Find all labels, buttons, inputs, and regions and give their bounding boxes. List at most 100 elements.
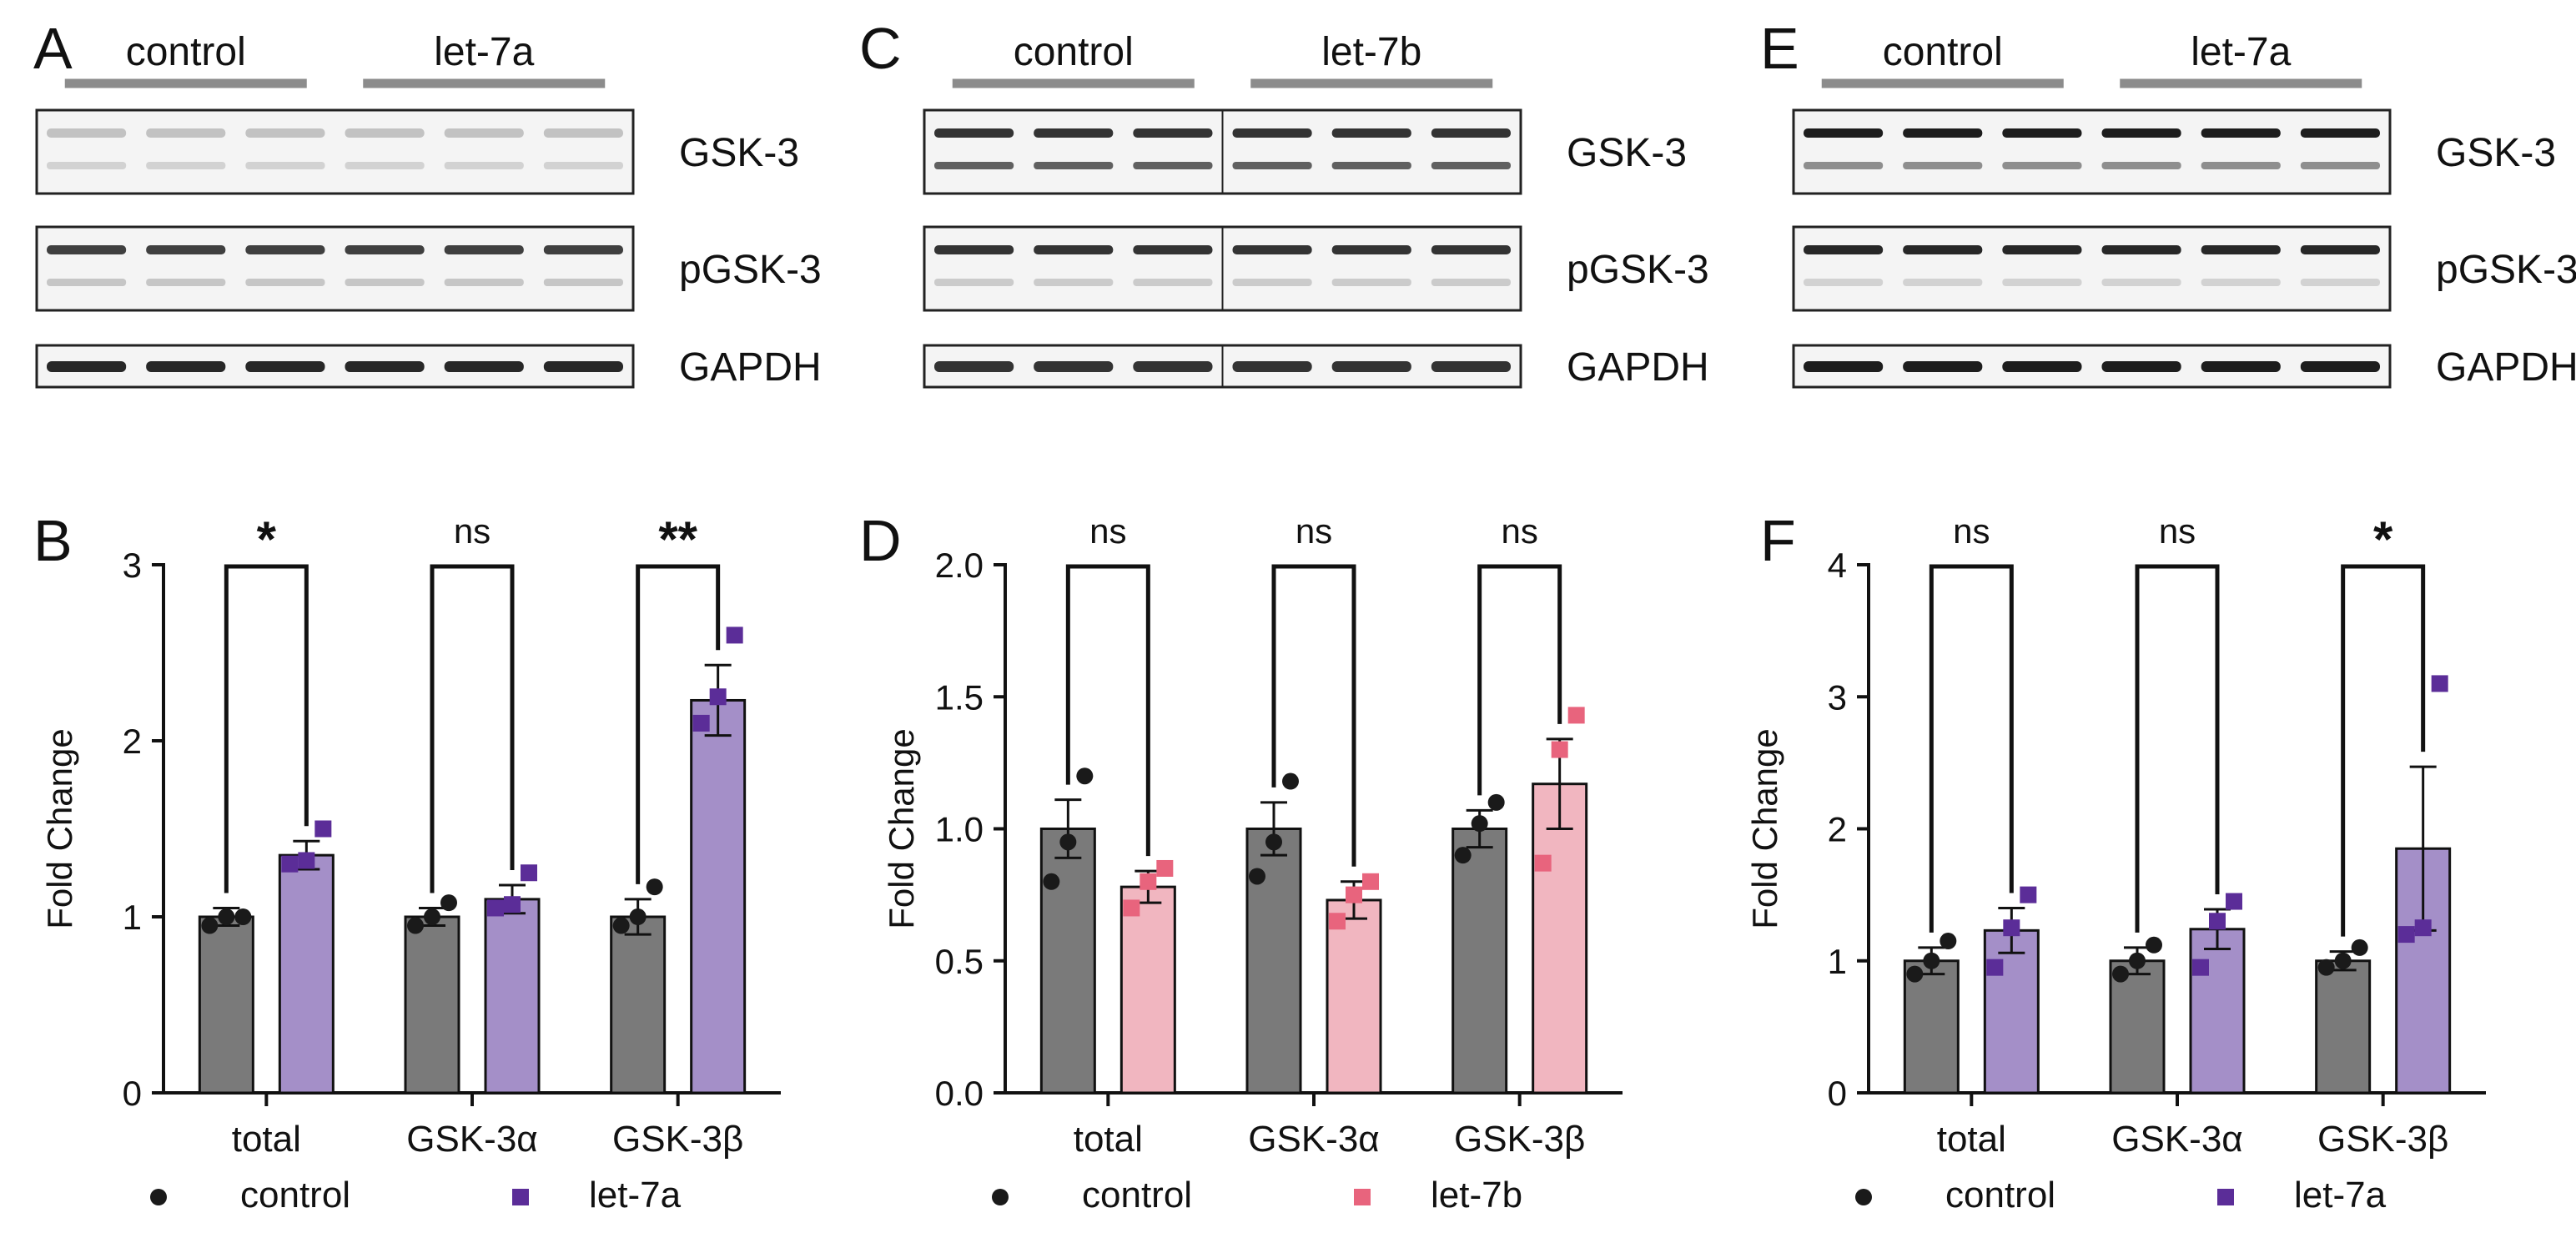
band-single [934, 361, 1014, 372]
blot-row-gsk-3: GSK-3 [35, 108, 799, 195]
y-tick-label: 1.0 [935, 810, 984, 849]
row-label-gapdh: GAPDH [2436, 345, 2576, 390]
band-single [1431, 361, 1511, 372]
data-point-control [234, 908, 252, 925]
data-point-let-7b [1567, 707, 1585, 724]
band-lower [1431, 162, 1511, 169]
data-point-control [1265, 833, 1282, 851]
data-point-control [218, 908, 235, 925]
data-point-control [1454, 847, 1472, 864]
band-upper [1431, 245, 1511, 254]
bar-let-7a-gsk-3 [484, 898, 541, 1095]
legend-label-let-7b: let-7b [1431, 1175, 1522, 1215]
data-point-let-7a [281, 855, 299, 873]
blot-frame [35, 225, 635, 312]
blot-frame [35, 344, 635, 389]
band-upper [2201, 245, 2281, 254]
group-label-control: control [1883, 30, 2003, 74]
significance-label: * [257, 511, 277, 567]
band-upper [1431, 128, 1511, 138]
legend-label-control: control [1082, 1175, 1192, 1215]
x-tick-label-gsk-3: GSK-3β [1454, 1119, 1585, 1160]
blot-frame [35, 108, 635, 195]
legend-marker-control [992, 1189, 1009, 1205]
y-axis-label: Fold Change [1745, 728, 1784, 929]
band-upper [543, 128, 623, 138]
band-upper [47, 245, 127, 254]
band-lower [543, 279, 623, 286]
band-upper [1331, 128, 1411, 138]
band-lower [934, 279, 1014, 286]
blot-row-pgsk-3: pGSK-3 [923, 225, 1709, 312]
bar-let-7a-gsk-3 [2189, 928, 2246, 1095]
significance-label: ns [1296, 511, 1332, 551]
data-point-control [1471, 815, 1488, 833]
data-point-let-7b [1346, 886, 1362, 903]
data-point-control [2112, 965, 2129, 983]
band-lower [1232, 279, 1312, 286]
data-point-let-7b [1362, 873, 1379, 890]
data-point-let-7a [298, 852, 315, 869]
row-label-gapdh: GAPDH [679, 345, 822, 390]
data-point-let-7a [2020, 886, 2037, 903]
band-upper [2101, 128, 2181, 138]
legend-label-let-7a: let-7a [2294, 1175, 2387, 1215]
band-single [543, 361, 623, 372]
bar-chart-panels: B 0 1 2 3 Fold Change total * GSK-3α ns GSK-3β ** co… [33, 508, 2486, 1215]
band-single [1903, 361, 1983, 372]
band-upper [934, 245, 1014, 254]
blot-row-gapdh: GAPDH [35, 344, 822, 390]
band-upper [345, 128, 425, 138]
band-single [2101, 361, 2181, 372]
y-tick-label: 2 [123, 722, 142, 761]
data-point-let-7b [1551, 741, 1568, 758]
bar-let-7a-total [278, 853, 335, 1095]
band-upper [1232, 128, 1312, 138]
blot-frame [1792, 225, 2392, 312]
band-upper [2002, 245, 2082, 254]
data-point-let-7a [2397, 926, 2415, 944]
x-tick-label-gsk-3: GSK-3β [2317, 1119, 2448, 1160]
data-point-control [629, 908, 647, 925]
significance-label: ** [658, 511, 697, 567]
x-tick-label-total: total [1937, 1119, 2006, 1160]
bar-control-total [198, 915, 254, 1095]
data-point-control [2317, 959, 2335, 976]
y-tick-label: 4 [1828, 546, 1847, 585]
x-tick-label-gsk-3: GSK-3α [406, 1119, 537, 1160]
x-tick-label-gsk-3: GSK-3α [1248, 1119, 1379, 1160]
significance-label: ns [2159, 511, 2196, 551]
data-point-control [407, 917, 424, 934]
panel-letter-d: D [859, 508, 902, 573]
band-lower [1804, 162, 1884, 169]
data-point-let-7b [1123, 899, 1140, 917]
band-upper [345, 245, 425, 254]
group-label-control: control [1014, 30, 1134, 74]
band-upper [1133, 128, 1213, 138]
bar-control-gsk-3 [2315, 959, 2372, 1095]
chart-panel-f: F 0 1 2 3 4 Fold Change total ns GSK-3α ns GSK-3β * c… [1745, 508, 2486, 1215]
band-lower [345, 162, 425, 169]
data-point-let-7a [692, 714, 710, 732]
panel-letter-b: B [33, 508, 73, 573]
data-point-control [646, 878, 663, 896]
significance-label: * [2373, 511, 2393, 567]
significance-bracket [2341, 564, 2426, 937]
data-point-let-7a [2226, 893, 2242, 910]
data-point-let-7a [2192, 959, 2209, 976]
blot-row-gsk-3: GSK-3 [923, 108, 1687, 195]
bar-control-gsk-3 [404, 915, 460, 1095]
data-point-let-7a [1986, 959, 2004, 976]
row-label-gapdh: GAPDH [1567, 345, 1709, 390]
data-point-let-7a [487, 899, 504, 917]
group-label-control: control [126, 30, 246, 74]
band-lower [2300, 162, 2380, 169]
band-upper [1232, 245, 1312, 254]
legend-marker-let-7b [1354, 1189, 1371, 1205]
band-lower [146, 162, 226, 169]
blot-row-pgsk-3: pGSK-3 [1792, 225, 2576, 312]
data-point-control [2334, 952, 2352, 969]
significance-bracket [1929, 564, 2014, 933]
